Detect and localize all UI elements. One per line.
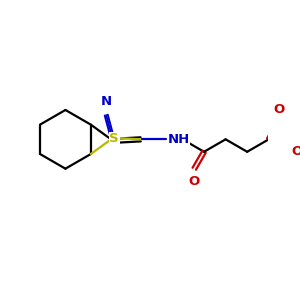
Text: NH: NH [167, 133, 190, 146]
Text: O: O [189, 175, 200, 188]
Text: S: S [109, 132, 119, 145]
Text: N: N [101, 95, 112, 108]
Text: O: O [291, 145, 300, 158]
Text: O: O [273, 103, 284, 116]
